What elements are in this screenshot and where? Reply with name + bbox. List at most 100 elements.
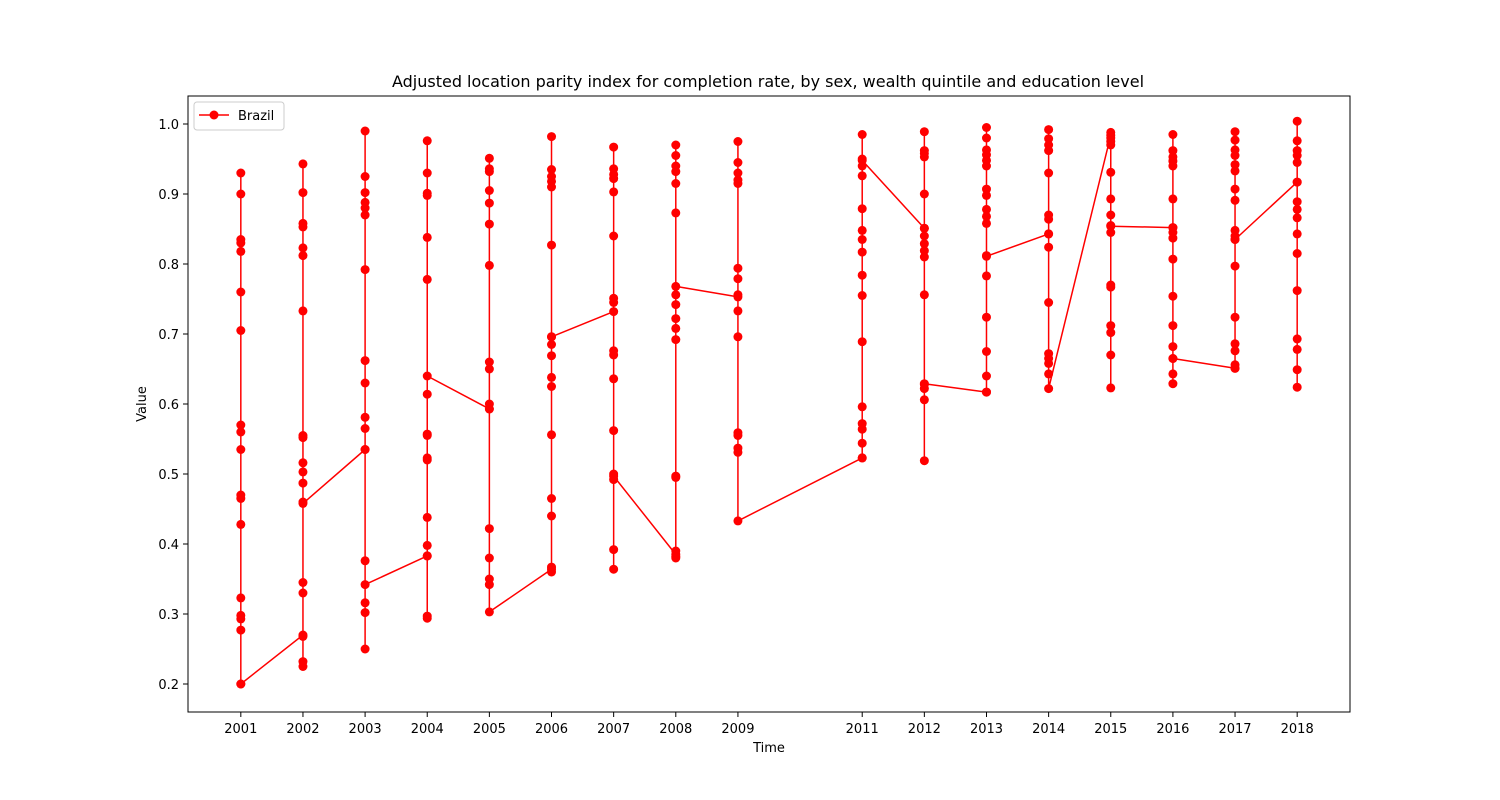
- data-point: [919, 231, 929, 241]
- data-point: [1106, 167, 1116, 177]
- data-point: [1230, 339, 1240, 349]
- data-point: [919, 290, 929, 300]
- data-point: [236, 246, 246, 256]
- y-tick-label: 1.0: [158, 118, 179, 133]
- data-point: [422, 190, 432, 200]
- data-point: [1044, 384, 1054, 394]
- data-point: [360, 356, 370, 366]
- data-point: [1292, 151, 1302, 160]
- data-point: [298, 188, 308, 198]
- plot-area-frame: [187, 95, 1351, 713]
- y-tick-label: 0.6: [158, 398, 179, 413]
- data-point: [236, 679, 246, 689]
- data-point: [422, 232, 432, 242]
- data-point: [1292, 229, 1302, 239]
- data-point: [1168, 354, 1178, 363]
- data-point: [671, 323, 681, 333]
- data-point: [1044, 168, 1054, 178]
- data-point: [1292, 177, 1302, 187]
- data-point: [981, 312, 991, 322]
- data-point: [298, 662, 308, 671]
- data-point: [360, 378, 370, 388]
- data-point: [671, 208, 681, 218]
- data-point: [1168, 369, 1178, 379]
- data-point: [360, 424, 370, 433]
- data-point: [547, 182, 557, 192]
- data-point: [1168, 194, 1178, 204]
- data-point: [422, 389, 432, 399]
- data-point: [547, 165, 557, 174]
- data-point: [547, 372, 557, 382]
- data-point: [671, 314, 681, 324]
- data-point: [919, 152, 929, 162]
- data-point: [1292, 344, 1302, 354]
- x-tick-label: 2004: [411, 722, 444, 737]
- data-point: [857, 438, 867, 448]
- data-point: [236, 168, 246, 178]
- data-point: [360, 203, 370, 213]
- y-axis-label: Value: [135, 386, 150, 422]
- data-point: [484, 404, 494, 414]
- data-point: [484, 219, 494, 229]
- data-point: [1044, 146, 1054, 156]
- data-point: [298, 578, 308, 587]
- data-point: [298, 631, 308, 641]
- data-point: [1292, 334, 1302, 344]
- data-point: [422, 274, 432, 284]
- x-tick-label: 2008: [659, 722, 692, 737]
- y-tick-label: 0.8: [158, 258, 179, 273]
- data-point: [484, 186, 494, 195]
- data-point: [1230, 346, 1240, 356]
- data-point: [981, 271, 991, 281]
- data-point: [1106, 194, 1116, 204]
- data-point: [1106, 221, 1116, 231]
- data-point: [919, 246, 929, 256]
- data-point: [733, 158, 743, 167]
- data-point: [733, 447, 743, 457]
- data-point: [1230, 184, 1240, 194]
- data-point: [484, 153, 494, 163]
- legend: Brazil: [193, 101, 285, 131]
- data-point: [981, 204, 991, 214]
- data-point: [298, 243, 308, 253]
- data-point: [733, 274, 743, 284]
- data-point: [1292, 365, 1302, 375]
- data-point: [1044, 134, 1054, 144]
- data-point: [1230, 235, 1240, 244]
- data-point: [1292, 158, 1302, 167]
- y-tick-label: 0.7: [158, 328, 179, 343]
- data-point: [1230, 135, 1240, 145]
- y-tick-label: 0.2: [158, 678, 179, 693]
- data-point: [484, 260, 494, 270]
- data-point: [484, 364, 494, 374]
- data-point: [236, 189, 246, 199]
- x-tick-label: 2005: [473, 722, 506, 737]
- data-point: [422, 136, 432, 146]
- data-point: [547, 430, 557, 440]
- data-point: [919, 395, 929, 405]
- data-point: [298, 306, 308, 316]
- data-point: [1044, 214, 1054, 224]
- chart-title: Adjusted location parity index for compl…: [392, 72, 1144, 91]
- data-point: [547, 382, 557, 391]
- data-point: [609, 174, 619, 184]
- data-point: [1168, 130, 1178, 139]
- data-point: [298, 588, 308, 598]
- data-point: [298, 433, 308, 443]
- data-point: [236, 519, 246, 529]
- data-point: [422, 551, 432, 561]
- legend-box: [193, 101, 285, 131]
- data-point: [360, 412, 370, 422]
- data-point: [422, 540, 432, 550]
- data-point: [1106, 210, 1116, 220]
- data-point: [1230, 312, 1240, 322]
- data-point: [981, 133, 991, 143]
- data-point: [919, 127, 929, 137]
- data-point: [981, 218, 991, 228]
- data-point: [919, 189, 929, 199]
- data-point: [671, 335, 681, 345]
- data-point: [671, 290, 681, 300]
- data-point: [422, 512, 432, 522]
- x-tick-label: 2016: [1156, 722, 1189, 737]
- data-point: [919, 379, 929, 389]
